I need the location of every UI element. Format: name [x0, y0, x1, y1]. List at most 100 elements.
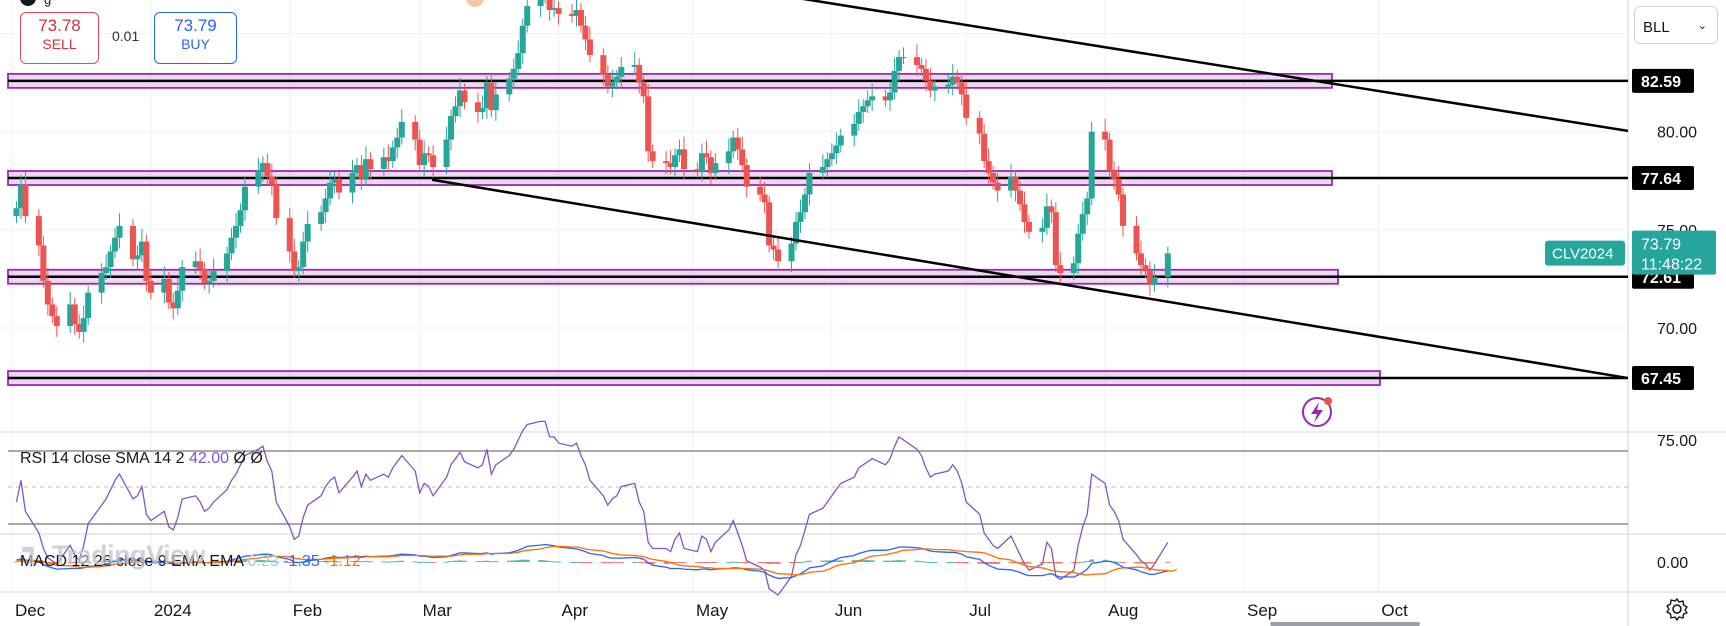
macd-histogram-bar: [385, 561, 391, 563]
macd-histogram-bar: [349, 561, 355, 563]
candle-body: [1057, 265, 1064, 274]
macd-histogram-bar: [1057, 562, 1063, 564]
rsi-pane: RSI 14 close SMA 14 2 42.00 Ø Ø: [8, 420, 1628, 596]
candle-body: [913, 57, 920, 65]
macd-histogram-bar: [81, 562, 87, 563]
macd-histogram-bar: [1165, 562, 1171, 563]
candle-body: [994, 182, 1001, 191]
buy-button[interactable]: 73.79 BUY: [154, 12, 237, 64]
time-axis-label: Jun: [835, 601, 862, 620]
macd-histogram-bar: [744, 562, 750, 563]
macd-histogram-bar: [336, 561, 342, 563]
macd-histogram-bar: [1133, 562, 1139, 564]
macd-histogram-bar: [932, 562, 938, 563]
candle-body: [860, 106, 867, 113]
macd-histogram-bar: [959, 562, 965, 563]
candle-body: [233, 225, 239, 238]
time-axis-label: Aug: [1108, 601, 1138, 620]
price-tick-label: 80.00: [1657, 125, 1697, 142]
settings-icon[interactable]: [1664, 596, 1690, 622]
macd-histogram-bar: [1039, 562, 1045, 564]
candle-body: [698, 153, 705, 171]
macd-histogram-bar: [524, 559, 530, 562]
time-axis-label: Jul: [969, 601, 991, 620]
tradingview-logo: TradingView: [22, 540, 206, 571]
candle-body: [138, 241, 145, 256]
candle-body: [80, 318, 87, 332]
macd-histogram-bar: [479, 561, 485, 563]
macd-histogram-bar: [1147, 562, 1153, 564]
candle-body: [976, 117, 983, 134]
sell-button[interactable]: 73.78 SELL: [20, 12, 99, 64]
macd-histogram-bar: [493, 561, 499, 563]
candle-body: [197, 261, 204, 270]
macd-tick-label: 0.00: [1657, 555, 1688, 572]
macd-histogram-bar: [547, 561, 553, 563]
drawing-anchor-icon: [466, 0, 484, 7]
candle-body: [582, 25, 589, 40]
macd-histogram-bar: [515, 560, 521, 562]
candle-body: [631, 64, 638, 67]
candle-body: [336, 178, 343, 193]
candle-body: [112, 237, 119, 252]
candle-body: [1115, 178, 1122, 195]
macd-histogram-bar: [609, 562, 615, 563]
time-axis-label: Apr: [562, 601, 589, 620]
candle-body: [766, 202, 773, 246]
candle-body: [385, 157, 392, 162]
candle-body: [793, 221, 799, 244]
spread-value: 0.01: [112, 28, 140, 44]
candle-body: [887, 92, 894, 101]
macd-histogram-bar: [793, 562, 799, 563]
macd-histogram-bar: [632, 562, 638, 563]
candle-body: [945, 84, 952, 87]
candle-body: [44, 280, 51, 305]
symbol-select-value: BLL: [1643, 19, 1670, 36]
symbol-select[interactable]: BLL ⌄: [1634, 6, 1718, 44]
candle-body: [443, 139, 450, 168]
macd-histogram-bar: [287, 562, 293, 563]
candle-body: [1164, 253, 1171, 277]
macd-histogram-bar: [766, 562, 772, 564]
candle-body: [483, 82, 490, 109]
macd-histogram-bar: [1071, 562, 1077, 564]
macd-histogram-bar: [143, 561, 149, 563]
macd-histogram-bar: [694, 562, 700, 563]
candle-body: [712, 163, 719, 173]
macd-histogram-bar: [551, 561, 557, 563]
macd-histogram-bar: [327, 560, 333, 562]
macd-histogram-bar: [18, 560, 24, 562]
rsi-tick-label: 75.00: [1657, 433, 1697, 450]
candle-body: [551, 8, 558, 10]
macd-histogram-bar: [426, 562, 432, 563]
macd-histogram-bar: [636, 562, 642, 563]
candle-body: [165, 278, 172, 303]
sell-price: 73.78: [38, 16, 81, 35]
macd-histogram-bar: [703, 562, 709, 563]
macd-histogram-bar: [237, 560, 243, 562]
macd-histogram-bar: [865, 560, 871, 562]
candle-body: [1102, 131, 1109, 140]
macd-histogram-bar: [399, 560, 405, 562]
candle-body: [474, 102, 481, 113]
candle-body: [457, 90, 463, 107]
candle-body: [161, 278, 168, 293]
candle-body: [300, 241, 307, 268]
macd-histogram-bar: [730, 561, 736, 563]
candle-body: [1137, 253, 1144, 266]
macd-histogram-bar: [860, 560, 866, 562]
candle-body: [192, 261, 199, 268]
candle-body: [676, 149, 683, 156]
candle-body: [291, 251, 298, 272]
macd-histogram-bar: [358, 561, 364, 563]
macd-histogram-bar: [130, 560, 136, 562]
candle-body: [555, 8, 562, 14]
macd-histogram-bar: [367, 561, 373, 563]
macd-histogram-bar: [677, 562, 683, 563]
candle-body: [896, 57, 903, 71]
candle-body: [819, 167, 826, 173]
candle-body: [49, 304, 56, 317]
scrollbar[interactable]: [1270, 622, 1420, 626]
macd-histogram-bar: [520, 559, 526, 562]
